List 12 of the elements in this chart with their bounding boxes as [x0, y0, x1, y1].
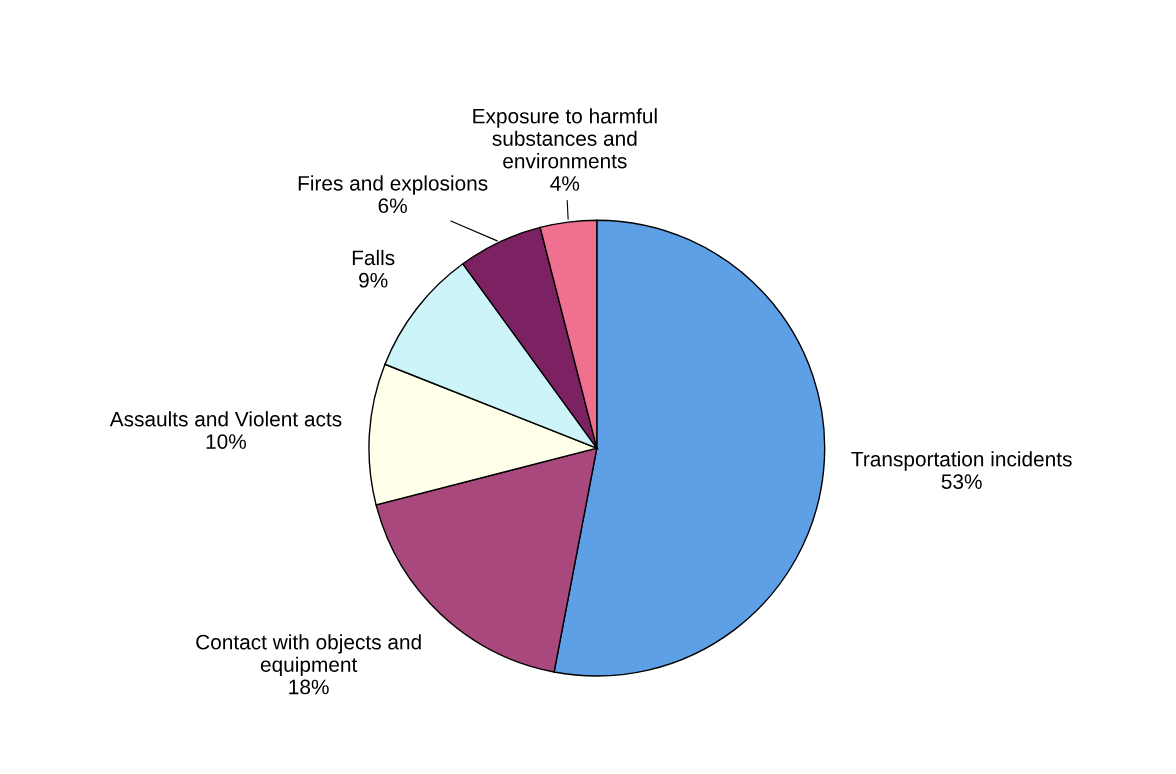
slice-label: Fires and explosions — [298, 175, 488, 195]
slice-label: Transportation incidents — [851, 451, 1072, 471]
data-label: 6% — [378, 198, 407, 214]
data-label: 10% — [206, 434, 247, 449]
slice-label: Exposure to harmful substances and environments — [473, 108, 657, 169]
data-label: 18% — [289, 679, 329, 695]
data-label: 53% — [941, 474, 982, 489]
data-label: 4% — [550, 176, 580, 191]
slice-label: Assaults and Violent acts — [109, 411, 342, 427]
slice-label: Contact with objects and equipment — [196, 634, 421, 677]
data-label: 9% — [359, 272, 388, 288]
slice-label: Falls — [352, 249, 395, 266]
